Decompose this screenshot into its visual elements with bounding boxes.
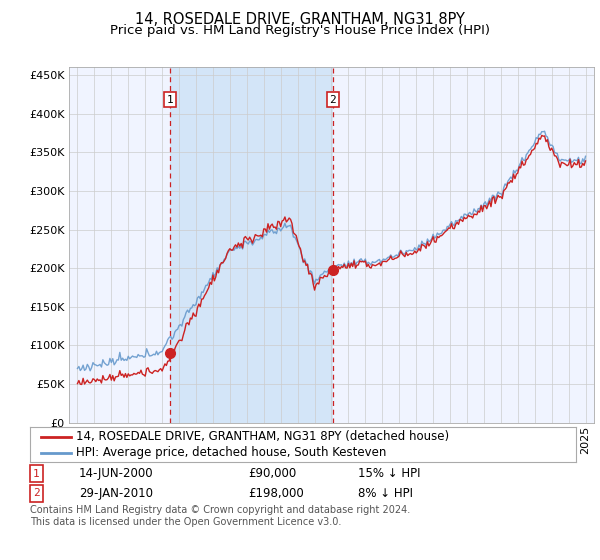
- Text: Contains HM Land Registry data © Crown copyright and database right 2024.
This d: Contains HM Land Registry data © Crown c…: [30, 505, 410, 527]
- Text: 1: 1: [33, 469, 40, 479]
- Text: 14, ROSEDALE DRIVE, GRANTHAM, NG31 8PY (detached house): 14, ROSEDALE DRIVE, GRANTHAM, NG31 8PY (…: [76, 430, 449, 443]
- Text: 15% ↓ HPI: 15% ↓ HPI: [358, 467, 420, 480]
- Text: 8% ↓ HPI: 8% ↓ HPI: [358, 487, 413, 500]
- Text: 1: 1: [167, 95, 173, 105]
- Text: 14, ROSEDALE DRIVE, GRANTHAM, NG31 8PY: 14, ROSEDALE DRIVE, GRANTHAM, NG31 8PY: [135, 12, 465, 27]
- Text: HPI: Average price, detached house, South Kesteven: HPI: Average price, detached house, Sout…: [76, 446, 387, 459]
- Text: 2: 2: [329, 95, 336, 105]
- Text: Price paid vs. HM Land Registry's House Price Index (HPI): Price paid vs. HM Land Registry's House …: [110, 24, 490, 36]
- Bar: [170, 67, 333, 423]
- Text: 14-JUN-2000: 14-JUN-2000: [79, 467, 154, 480]
- Text: £90,000: £90,000: [248, 467, 296, 480]
- Text: £198,000: £198,000: [248, 487, 304, 500]
- Text: 29-JAN-2010: 29-JAN-2010: [79, 487, 153, 500]
- Text: 2: 2: [33, 488, 40, 498]
